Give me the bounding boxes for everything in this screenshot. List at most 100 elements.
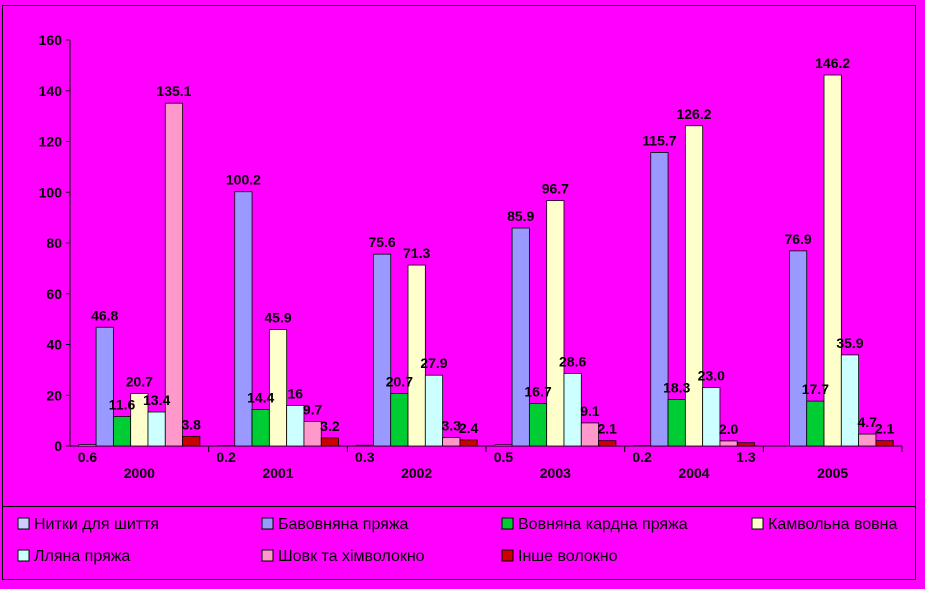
x-tick-label: 2004 [678, 465, 709, 481]
bar [320, 437, 339, 447]
bars-group [78, 74, 894, 447]
bar [563, 373, 582, 447]
data-label: 0.5 [494, 449, 514, 465]
bar [355, 444, 374, 447]
data-label: 17.7 [802, 381, 829, 397]
data-label: 23.0 [698, 368, 725, 384]
bar [789, 250, 808, 447]
y-tick-label: 80 [46, 235, 62, 251]
legend-label: Лляна пряжа [34, 548, 130, 565]
legend-label: Вовняна кардна пряжа [518, 516, 688, 533]
bar [424, 374, 444, 447]
data-label: 96.7 [542, 181, 569, 197]
value-labels-group: 0.6 46.8 11.6 20.7 13.4 135.1 3.8 0.2 100.2 14.4 4… [78, 55, 895, 465]
data-label: 2.0 [719, 421, 739, 437]
bar [840, 354, 860, 447]
data-label: 46.8 [91, 307, 118, 323]
data-label: 3.3 [442, 418, 462, 434]
bar [303, 420, 322, 447]
bar [633, 445, 652, 447]
data-label: 126.2 [676, 106, 711, 122]
bar [217, 445, 236, 447]
data-label: 16 [288, 385, 304, 401]
data-label: 0.6 [78, 449, 98, 465]
data-label: 76.9 [784, 231, 811, 247]
data-label: 75.6 [368, 234, 395, 250]
legend-label: Шовк та хімволокно [278, 548, 425, 565]
bar [182, 435, 201, 447]
data-label: 3.2 [320, 418, 340, 434]
bar [286, 404, 305, 447]
x-tick-label: 2000 [124, 465, 155, 481]
legend-swatch [17, 517, 30, 530]
bar [684, 125, 704, 447]
x-tick-label: 2001 [262, 465, 293, 481]
bar [78, 444, 97, 447]
data-label: 9.7 [303, 401, 323, 417]
legend-label: Бавовняна пряжа [278, 516, 409, 533]
data-label: 16.7 [524, 384, 551, 400]
bar [164, 102, 183, 447]
data-label: 71.3 [403, 245, 430, 261]
data-label: 2.4 [459, 420, 479, 436]
bar [494, 444, 513, 447]
legend-label: Нитки для шиття [34, 516, 159, 533]
data-label: 1.3 [736, 449, 756, 465]
legend-swatch [501, 517, 514, 530]
data-label: 146.2 [815, 55, 850, 71]
y-tick-label: 140 [39, 83, 63, 99]
bar [442, 437, 461, 447]
legend-swatch [261, 517, 274, 530]
data-label: 100.2 [226, 172, 261, 188]
x-tick-label: 2003 [540, 465, 571, 481]
data-label: 14.4 [247, 389, 274, 405]
data-label: 11.6 [109, 397, 136, 413]
y-tick-label: 120 [39, 134, 63, 150]
bar [823, 74, 842, 447]
data-label: 2.1 [597, 421, 617, 437]
bar [580, 422, 599, 447]
bar [407, 264, 426, 447]
x-tick-label: 2002 [401, 465, 432, 481]
data-label: 18.3 [663, 380, 690, 396]
y-tick-label: 0 [54, 438, 62, 454]
data-label: 115.7 [642, 132, 676, 148]
data-label: 4.7 [858, 414, 878, 430]
bar [390, 393, 409, 447]
y-tick-label: 100 [39, 184, 63, 200]
data-label: 27.9 [420, 355, 447, 371]
bar [268, 329, 288, 447]
bar [875, 440, 894, 447]
data-label: 13.4 [143, 392, 170, 408]
legend-label: Камвольна вовна [768, 516, 897, 533]
bar [251, 409, 270, 447]
bar [112, 416, 132, 447]
data-label: 20.7 [386, 373, 413, 389]
bar [858, 433, 877, 447]
bar [702, 387, 721, 447]
outer-frame [2, 5, 916, 580]
bar [719, 440, 738, 447]
y-tick-label: 160 [39, 32, 63, 48]
legend-swatch [17, 549, 30, 562]
bar [373, 253, 392, 447]
bar [459, 439, 478, 447]
x-tick-label: 2005 [817, 465, 848, 481]
data-label: 0.2 [216, 449, 236, 465]
data-label: 0.2 [632, 449, 652, 465]
y-tick-label: 20 [46, 387, 62, 403]
data-label: 0.3 [355, 449, 375, 465]
legend-swatch [751, 517, 764, 530]
data-label: 28.6 [559, 353, 586, 369]
data-label: 20.7 [126, 373, 153, 389]
data-label: 35.9 [836, 335, 863, 351]
data-label: 85.9 [507, 208, 534, 224]
data-label: 135.1 [156, 83, 191, 99]
bar [598, 440, 617, 447]
bar [95, 326, 114, 447]
bar [546, 200, 565, 447]
data-label: 3.8 [181, 416, 201, 432]
legend: Нитки для шиття Бавовняна пряжа Вовняна ка… [17, 516, 897, 565]
bar [650, 152, 669, 447]
